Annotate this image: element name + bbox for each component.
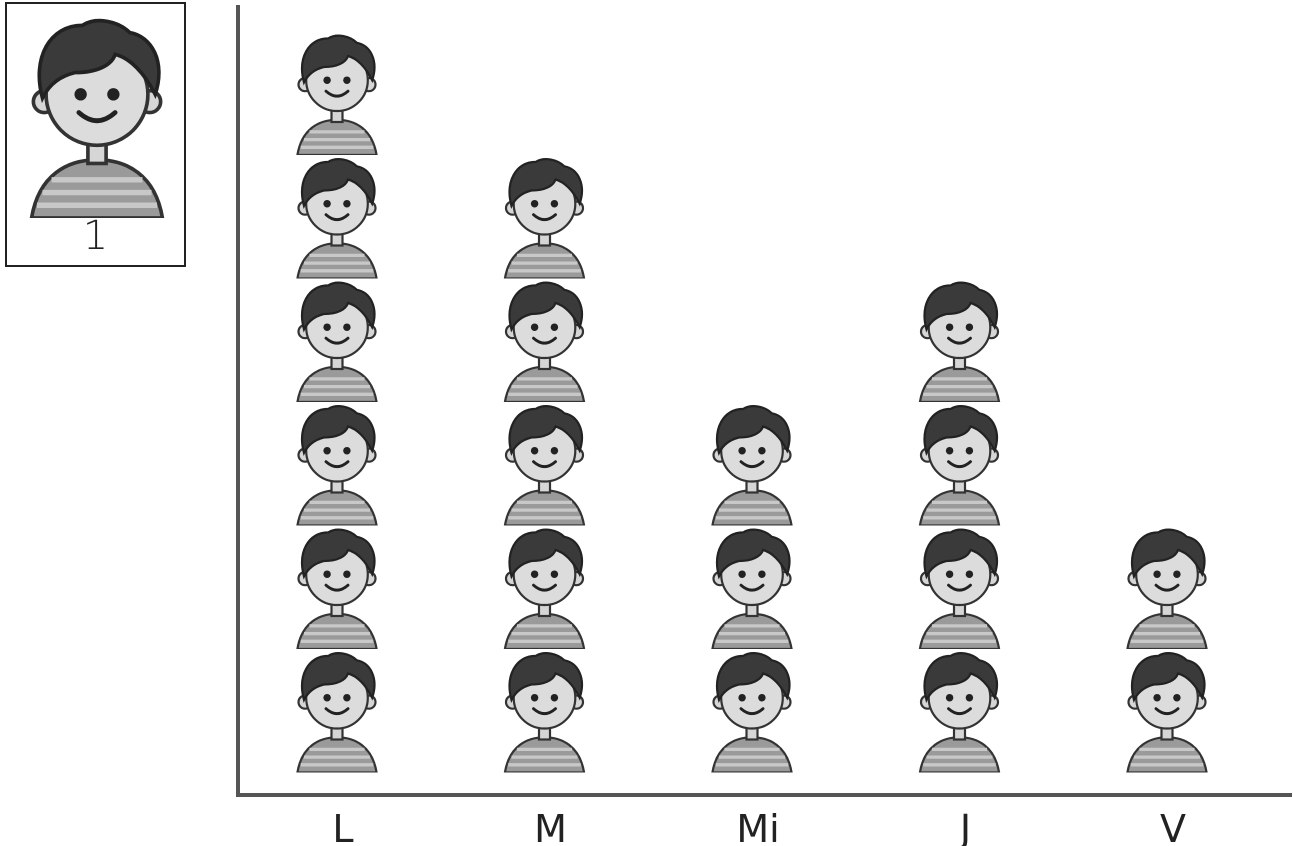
legend-value: 1 <box>82 213 109 259</box>
x-tick-label: J <box>958 807 971 846</box>
child-face-icon <box>295 157 379 279</box>
child-face-icon <box>918 651 1001 773</box>
x-tick-label: Mi <box>736 807 779 846</box>
child-face-icon <box>295 528 379 649</box>
x-tick-labels: L M Mi J V <box>332 807 1186 846</box>
child-face-icon <box>918 281 1001 402</box>
child-face-icon <box>918 528 1001 649</box>
chart-icons <box>295 34 1209 773</box>
child-face-icon <box>503 157 586 279</box>
child-face-icon <box>1125 528 1209 649</box>
child-face-icon <box>295 34 379 155</box>
x-tick-label: V <box>1160 807 1186 846</box>
child-face-icon <box>503 528 586 649</box>
child-face-icon <box>503 651 586 773</box>
child-face-icon <box>503 404 586 526</box>
child-face-icon <box>710 651 794 773</box>
child-face-icon <box>295 651 379 773</box>
x-tick-label: L <box>332 807 353 846</box>
child-face-icon <box>1125 651 1209 773</box>
child-face-icon <box>918 404 1001 526</box>
child-face-icon <box>295 281 379 402</box>
child-face-icon <box>710 528 794 649</box>
child-face-icon <box>710 404 794 526</box>
child-face-icon <box>503 281 586 402</box>
legend: 1 <box>5 2 186 267</box>
x-tick-label: M <box>534 807 567 846</box>
child-face-icon <box>295 404 379 526</box>
